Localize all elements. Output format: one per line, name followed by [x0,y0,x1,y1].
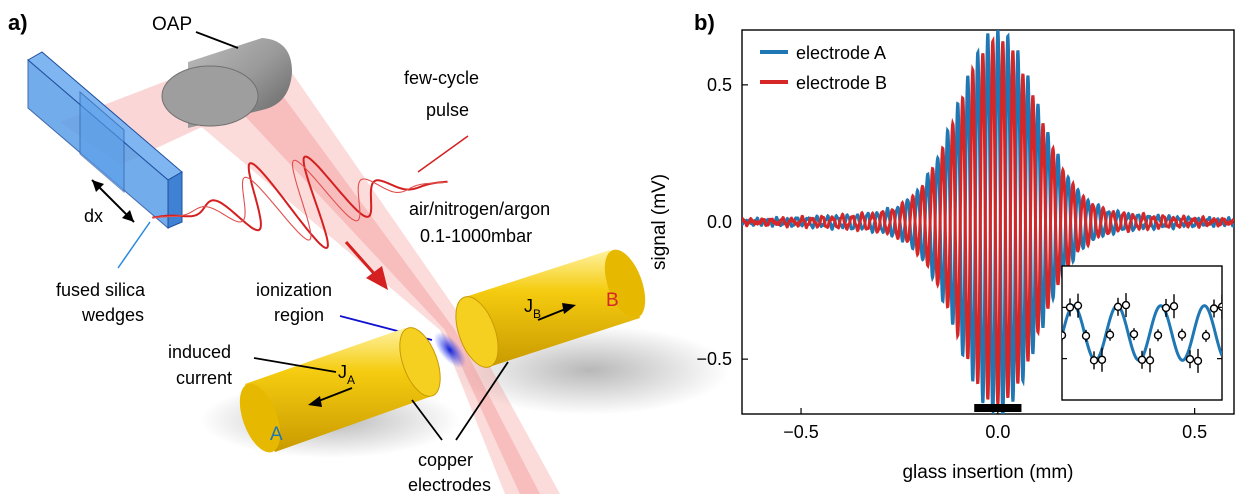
inset-data-point [1121,300,1131,310]
wedges-label-1: fused silica [56,280,146,300]
inset-data-point [1201,331,1211,341]
wedges-label-2: wedges [81,305,144,325]
inset-data-point [1185,354,1195,364]
panel-b-label: b) [694,10,715,35]
gas-label-1: air/nitrogen/argon [409,199,550,219]
gas-label-2: 0.1-1000mbar [420,226,532,246]
legend-entry: electrode B [796,73,887,93]
pulse-waveform [152,155,448,250]
pulse-label-1: few-cycle [404,68,479,88]
jb-label: JB [524,296,541,321]
ja-arrowhead [308,396,322,407]
inset-data-point [1137,355,1147,364]
x-tick-label: 0.5 [1182,422,1207,442]
inset-data-point [1097,355,1107,364]
copper-label-1: copper [418,450,473,470]
legend-entry: electrode A [796,43,886,63]
plot-area: −0.5 0.0 0.5−0.50.00.5 electrode Aelectrod… [696,29,1235,442]
copper-label-2: electrodes [408,475,491,494]
y-tick-label: 0.0 [707,212,732,232]
x-tick-label: 0.0 [985,422,1010,442]
inset-data-point [1145,356,1155,365]
inset-data-point [1113,302,1123,312]
inset-data-point [1177,330,1187,339]
ionization-spot [433,331,467,369]
induced-pointer [253,357,337,373]
y-tick-label: 0.5 [707,75,732,95]
inset-data-point [1062,331,1067,340]
jb-arrowhead [562,303,576,314]
panel-a-label: a) [8,10,28,35]
inset [1061,265,1223,401]
inset-data-point [1161,303,1171,313]
inset-data-point [1081,331,1091,341]
dx-arrowhead-1 [92,180,104,192]
inset-data-point [1129,329,1139,339]
jb-arrow [537,307,569,321]
ionization-label-1: ionization [256,280,332,300]
electrode-b-label: B [606,290,619,311]
pulse-waveform-thin [152,159,448,241]
dx-label: dx [84,206,103,226]
x-tick-label: −0.5 [783,422,819,442]
copper-pointer-b [455,361,509,441]
series-line-electrode-b [742,36,1234,405]
inset-data-point [1193,356,1203,366]
oap-pointer [195,31,239,49]
induced-label-2: current [176,368,232,388]
panel-b: b) −0.5 0.0 0.5−0.50.00.5 electrode Aelect… [649,10,1235,483]
beam-focused [170,70,560,494]
x-axis-label: glass insertion (mm) [902,462,1073,483]
inset-data-point [1065,303,1075,312]
ionization-label-2: region [274,305,324,325]
pulse-label-2: pulse [426,100,469,120]
glass-wedges [27,51,183,230]
y-tick-label: −0.5 [696,349,732,369]
electrode-a-label: A [270,424,283,445]
copper-pointer-a [411,399,443,441]
inset-data-point [1169,302,1179,311]
beam-arrow [344,241,380,279]
induced-label-1: induced [168,342,231,362]
electrode-a [239,327,441,453]
dx-arrowhead-2 [122,210,134,222]
panel-a: a) dx fused silica wedges OAP [8,10,730,494]
oap-mirror [161,38,292,128]
inset-data-point [1105,330,1115,339]
legend: electrode A electrode B [760,43,887,93]
ja-label: JA [338,362,355,387]
pulse-pointer [417,135,469,173]
beam-arrowhead [366,266,388,290]
inset-data-point [1153,331,1163,340]
glass-range-bar [974,404,1022,412]
electrode-b [455,249,646,368]
ja-arrow [315,387,353,403]
y-axis-label: signal (mV) [649,174,670,270]
wedges-pointer [117,221,151,269]
oap-label: OAP [152,14,192,35]
inset-data-point [1209,304,1219,313]
inset-data-point [1073,301,1083,310]
inset-data-point [1089,356,1099,365]
beam-core [230,92,540,494]
